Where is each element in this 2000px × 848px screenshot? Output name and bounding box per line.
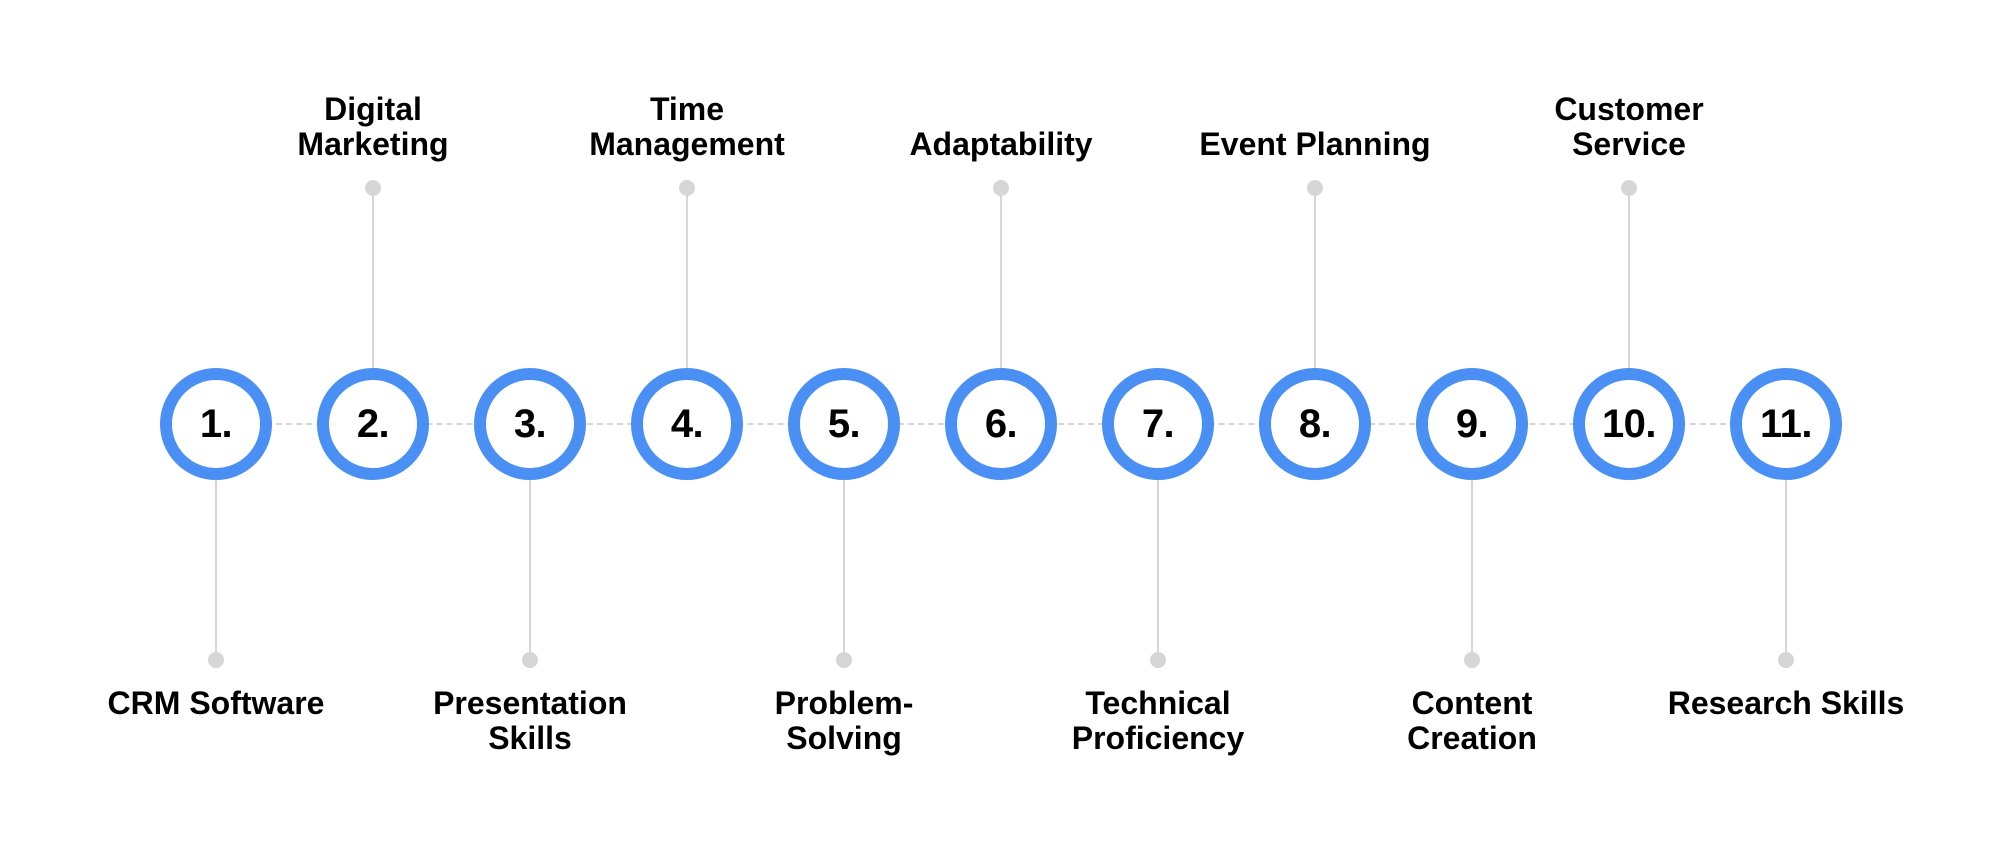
- stem-dot: [993, 180, 1009, 196]
- item-label: Research Skills: [1636, 686, 1936, 721]
- item-label: Content Creation: [1322, 686, 1622, 756]
- stem-dot: [1307, 180, 1323, 196]
- stem-dot: [1621, 180, 1637, 196]
- timeline-node: 1.: [160, 368, 272, 480]
- timeline-node: 3.: [474, 368, 586, 480]
- timeline-node: 9.: [1416, 368, 1528, 480]
- item-label: Adaptability: [851, 127, 1151, 162]
- node-number: 7.: [1142, 402, 1174, 447]
- stem-dot: [1778, 652, 1794, 668]
- item-label: Presentation Skills: [380, 686, 680, 756]
- stem-line: [843, 480, 845, 660]
- stem-line: [1785, 480, 1787, 660]
- timeline-node: 6.: [945, 368, 1057, 480]
- node-number: 1.: [200, 402, 232, 447]
- stem-dot: [836, 652, 852, 668]
- timeline-node: 5.: [788, 368, 900, 480]
- stem-line: [686, 188, 688, 368]
- item-label: CRM Software: [66, 686, 366, 721]
- timeline-node: 7.: [1102, 368, 1214, 480]
- item-label: Customer Service: [1479, 92, 1779, 162]
- stem-line: [1314, 188, 1316, 368]
- stem-dot: [679, 180, 695, 196]
- stem-line: [529, 480, 531, 660]
- timeline-node: 4.: [631, 368, 743, 480]
- stem-line: [1157, 480, 1159, 660]
- stem-dot: [208, 652, 224, 668]
- stem-line: [372, 188, 374, 368]
- stem-line: [1628, 188, 1630, 368]
- item-label: Problem- Solving: [694, 686, 994, 756]
- timeline-node: 10.: [1573, 368, 1685, 480]
- item-label: Digital Marketing: [223, 92, 523, 162]
- node-number: 2.: [357, 402, 389, 447]
- timeline-diagram: CRM Software 1. Digital Marketing 2. Present…: [0, 0, 2000, 848]
- node-number: 4.: [671, 402, 703, 447]
- timeline-node: 2.: [317, 368, 429, 480]
- item-label: Event Planning: [1165, 127, 1465, 162]
- node-number: 3.: [514, 402, 546, 447]
- stem-line: [215, 480, 217, 660]
- item-label: Time Management: [537, 92, 837, 162]
- node-number: 10.: [1602, 402, 1656, 447]
- stem-dot: [1150, 652, 1166, 668]
- timeline-node: 11.: [1730, 368, 1842, 480]
- node-number: 11.: [1760, 402, 1812, 447]
- node-number: 9.: [1456, 402, 1488, 447]
- node-number: 6.: [985, 402, 1017, 447]
- node-number: 5.: [828, 402, 860, 447]
- stem-line: [1000, 188, 1002, 368]
- stem-dot: [522, 652, 538, 668]
- item-label: Technical Proficiency: [1008, 686, 1308, 756]
- timeline-node: 8.: [1259, 368, 1371, 480]
- stem-dot: [365, 180, 381, 196]
- stem-dot: [1464, 652, 1480, 668]
- stem-line: [1471, 480, 1473, 660]
- node-number: 8.: [1299, 402, 1331, 447]
